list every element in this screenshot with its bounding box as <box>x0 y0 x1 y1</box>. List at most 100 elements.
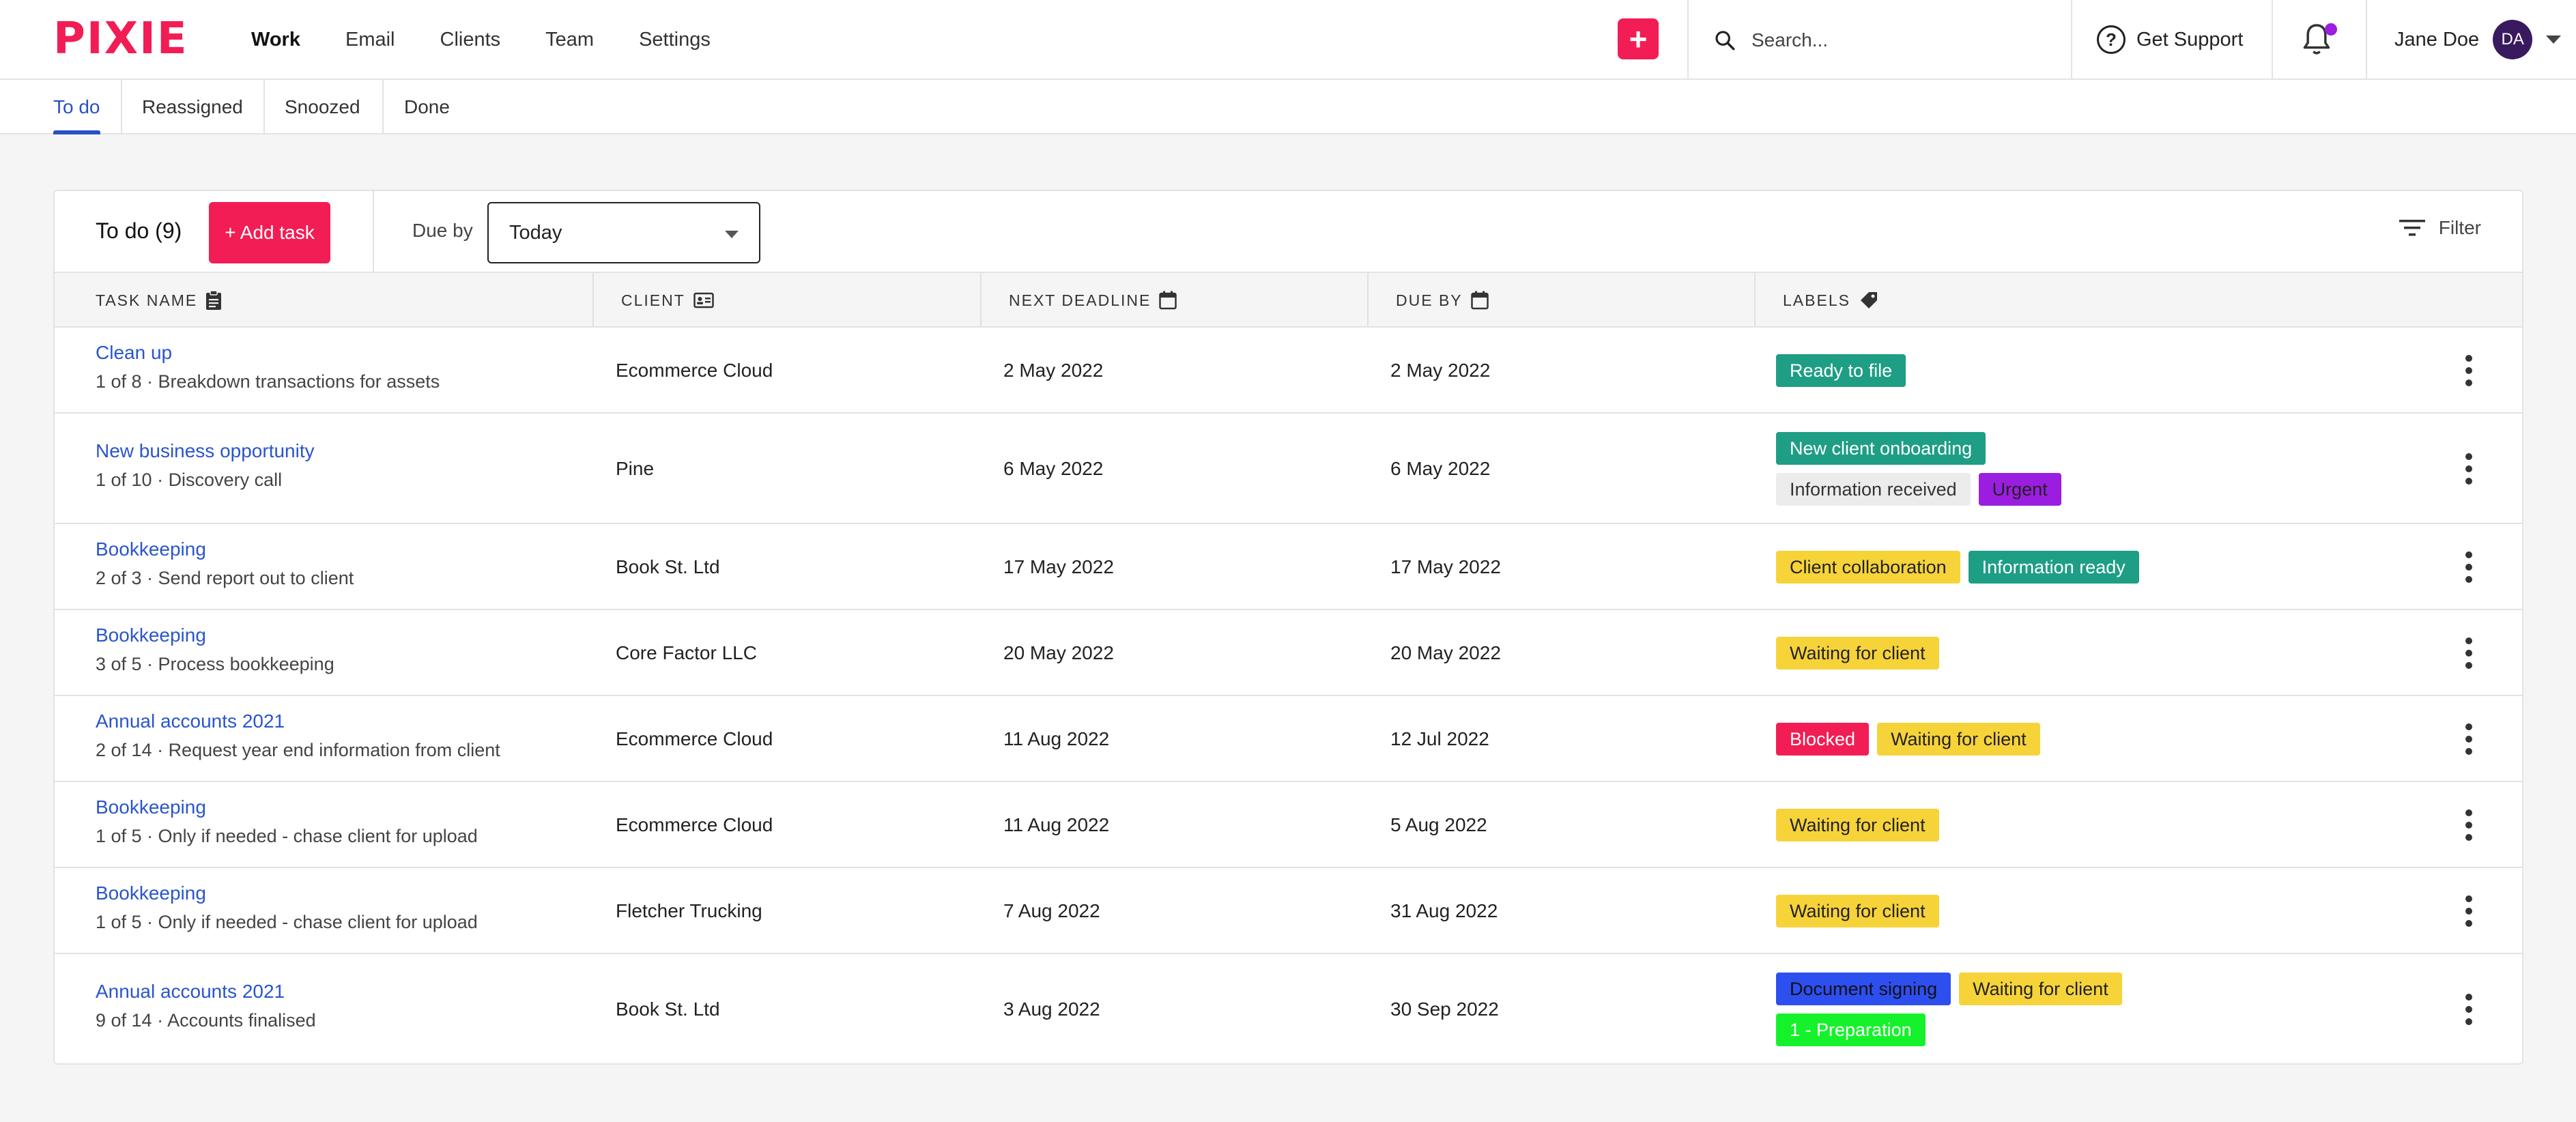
next-deadline-cell: 11 Aug 2022 <box>1003 814 1110 835</box>
kebab-dot <box>2465 822 2472 829</box>
client-cell: Ecommerce Cloud <box>616 360 773 381</box>
list-title-text: To do <box>96 218 149 243</box>
tab-snoozed[interactable]: Snoozed <box>285 96 360 117</box>
filter-button[interactable]: Filter <box>2399 217 2481 239</box>
pixie-logo[interactable]: PIXIE <box>53 14 188 64</box>
more-options-icon[interactable] <box>2465 723 2473 755</box>
column-header-labels[interactable]: LABELS <box>1783 273 1879 328</box>
kebab-dot <box>2465 367 2472 374</box>
divider <box>2366 0 2367 80</box>
column-header-task-name[interactable]: TASK NAME <box>96 273 222 328</box>
label-tag[interactable]: Waiting for client <box>1776 637 1939 670</box>
client-cell: Fletcher Trucking <box>616 900 762 921</box>
add-task-button[interactable]: + Add task <box>209 202 330 263</box>
chevron-down-icon <box>2546 35 2562 44</box>
due-by-select[interactable]: Today <box>487 202 760 263</box>
table-header: TASK NAME CLIENT NEXT DEADLINE DUE BY LA… <box>55 273 2522 328</box>
search-box[interactable] <box>1713 24 2052 57</box>
column-header-label: DUE BY <box>1396 291 1463 309</box>
more-options-icon[interactable] <box>2465 809 2473 841</box>
nav-item-email[interactable]: Email <box>345 29 395 51</box>
task-name-link[interactable]: Annual accounts 2021 <box>96 710 285 732</box>
task-step-text: 9 of 14 · Accounts finalised <box>96 1010 316 1031</box>
label-tag[interactable]: 1 - Preparation <box>1776 1013 1926 1046</box>
more-options-icon[interactable] <box>2465 453 2473 485</box>
table-row[interactable]: Bookkeeping 3 of 5 · Process bookkeeping C… <box>55 610 2522 696</box>
table-row[interactable]: Bookkeeping 1 of 5 · Only if needed - cha… <box>55 782 2522 868</box>
tab-to-do[interactable]: To do <box>53 80 100 134</box>
table-row[interactable]: Bookkeeping 1 of 5 · Only if needed - cha… <box>55 868 2522 954</box>
label-tag[interactable]: New client onboarding <box>1776 432 1986 465</box>
due-by-cell: 5 Aug 2022 <box>1390 814 1487 835</box>
column-header-client[interactable]: CLIENT <box>621 273 714 328</box>
nav-item-settings[interactable]: Settings <box>639 29 711 51</box>
table-row[interactable]: Clean up 1 of 8 · Breakdown transactions … <box>55 328 2522 414</box>
bell-icon[interactable] <box>2298 20 2336 59</box>
table-row[interactable]: Annual accounts 2021 2 of 14 · Request ye… <box>55 696 2522 782</box>
kebab-dot <box>2465 809 2472 816</box>
kebab-dot <box>2465 478 2472 485</box>
search-icon <box>1715 31 1735 51</box>
more-options-icon[interactable] <box>2465 355 2473 386</box>
label-tag[interactable]: Ready to file <box>1776 354 1906 387</box>
nav-item-clients[interactable]: Clients <box>440 29 501 51</box>
search-input[interactable] <box>1751 29 2052 51</box>
labels-cell: Blocked Waiting for client <box>1776 723 2390 756</box>
more-options-icon[interactable] <box>2465 994 2473 1025</box>
column-header-label: CLIENT <box>621 291 685 309</box>
clipboard-icon <box>206 290 222 310</box>
nav-item-team[interactable]: Team <box>545 29 595 51</box>
label-line: Document signing Waiting for client <box>1776 973 2390 1005</box>
label-tag[interactable]: Document signing <box>1776 973 1951 1005</box>
label-tag[interactable]: Blocked <box>1776 723 1870 756</box>
top-navigation-bar: PIXIE Work Email Clients Team Settings +… <box>0 0 2576 80</box>
nav-item-work[interactable]: Work <box>251 29 300 51</box>
label-tag[interactable]: Client collaboration <box>1776 551 1960 584</box>
tab-done[interactable]: Done <box>404 96 450 117</box>
labels-cell: Document signing Waiting for client 1 - Pr… <box>1776 973 2390 1046</box>
user-menu[interactable]: Jane Doe DA <box>2394 19 2562 60</box>
label-tag[interactable]: Waiting for client <box>1877 723 2040 756</box>
label-tag[interactable]: Waiting for client <box>1776 809 1939 842</box>
task-name-link[interactable]: Bookkeeping <box>96 796 206 818</box>
avatar: DA <box>2493 20 2533 59</box>
user-name: Jane Doe <box>2394 28 2480 51</box>
tab-reassigned[interactable]: Reassigned <box>142 96 243 117</box>
column-header-due-by[interactable]: DUE BY <box>1396 273 1489 328</box>
kebab-dot <box>2465 637 2472 644</box>
list-count: (9) <box>155 218 182 243</box>
label-tag[interactable]: Urgent <box>1978 473 2061 506</box>
due-by-cell: 30 Sep 2022 <box>1390 998 1499 1020</box>
task-name-link[interactable]: Clean up <box>96 342 173 363</box>
label-line: Client collaboration Information ready <box>1776 551 2390 584</box>
task-name-link[interactable]: Annual accounts 2021 <box>96 981 285 1002</box>
divider <box>382 80 384 134</box>
quick-add-button[interactable]: + <box>1618 18 1659 59</box>
task-name-link[interactable]: New business opportunity <box>96 440 315 461</box>
task-name-link[interactable]: Bookkeeping <box>96 624 206 646</box>
get-support-button[interactable]: ? Get Support <box>2097 23 2243 56</box>
task-name-link[interactable]: Bookkeeping <box>96 538 206 560</box>
more-options-icon[interactable] <box>2465 637 2473 669</box>
client-cell: Book St. Ltd <box>616 998 720 1020</box>
due-by-cell: 31 Aug 2022 <box>1390 900 1498 921</box>
more-options-icon[interactable] <box>2465 551 2473 583</box>
kebab-dot <box>2465 564 2472 571</box>
more-options-icon[interactable] <box>2465 895 2473 927</box>
due-by-cell: 6 May 2022 <box>1390 458 1491 479</box>
label-tag[interactable]: Information ready <box>1968 551 2139 584</box>
table-row[interactable]: Bookkeeping 2 of 3 · Send report out to c… <box>55 524 2522 610</box>
task-name-link[interactable]: Bookkeeping <box>96 882 206 904</box>
kebab-dot <box>2465 723 2472 730</box>
client-cell: Ecommerce Cloud <box>616 728 773 749</box>
id-card-icon <box>693 292 714 308</box>
column-header-next-deadline[interactable]: NEXT DEADLINE <box>1009 273 1177 328</box>
kebab-dot <box>2465 748 2472 755</box>
table-row[interactable]: New business opportunity 1 of 10 · Discov… <box>55 414 2522 524</box>
label-tag[interactable]: Information received <box>1776 473 1971 506</box>
kebab-dot <box>2465 1006 2472 1013</box>
table-row[interactable]: Annual accounts 2021 9 of 14 · Accounts f… <box>55 954 2522 1063</box>
divider <box>1754 273 1756 328</box>
label-tag[interactable]: Waiting for client <box>1959 973 2122 1005</box>
label-tag[interactable]: Waiting for client <box>1776 895 1939 927</box>
